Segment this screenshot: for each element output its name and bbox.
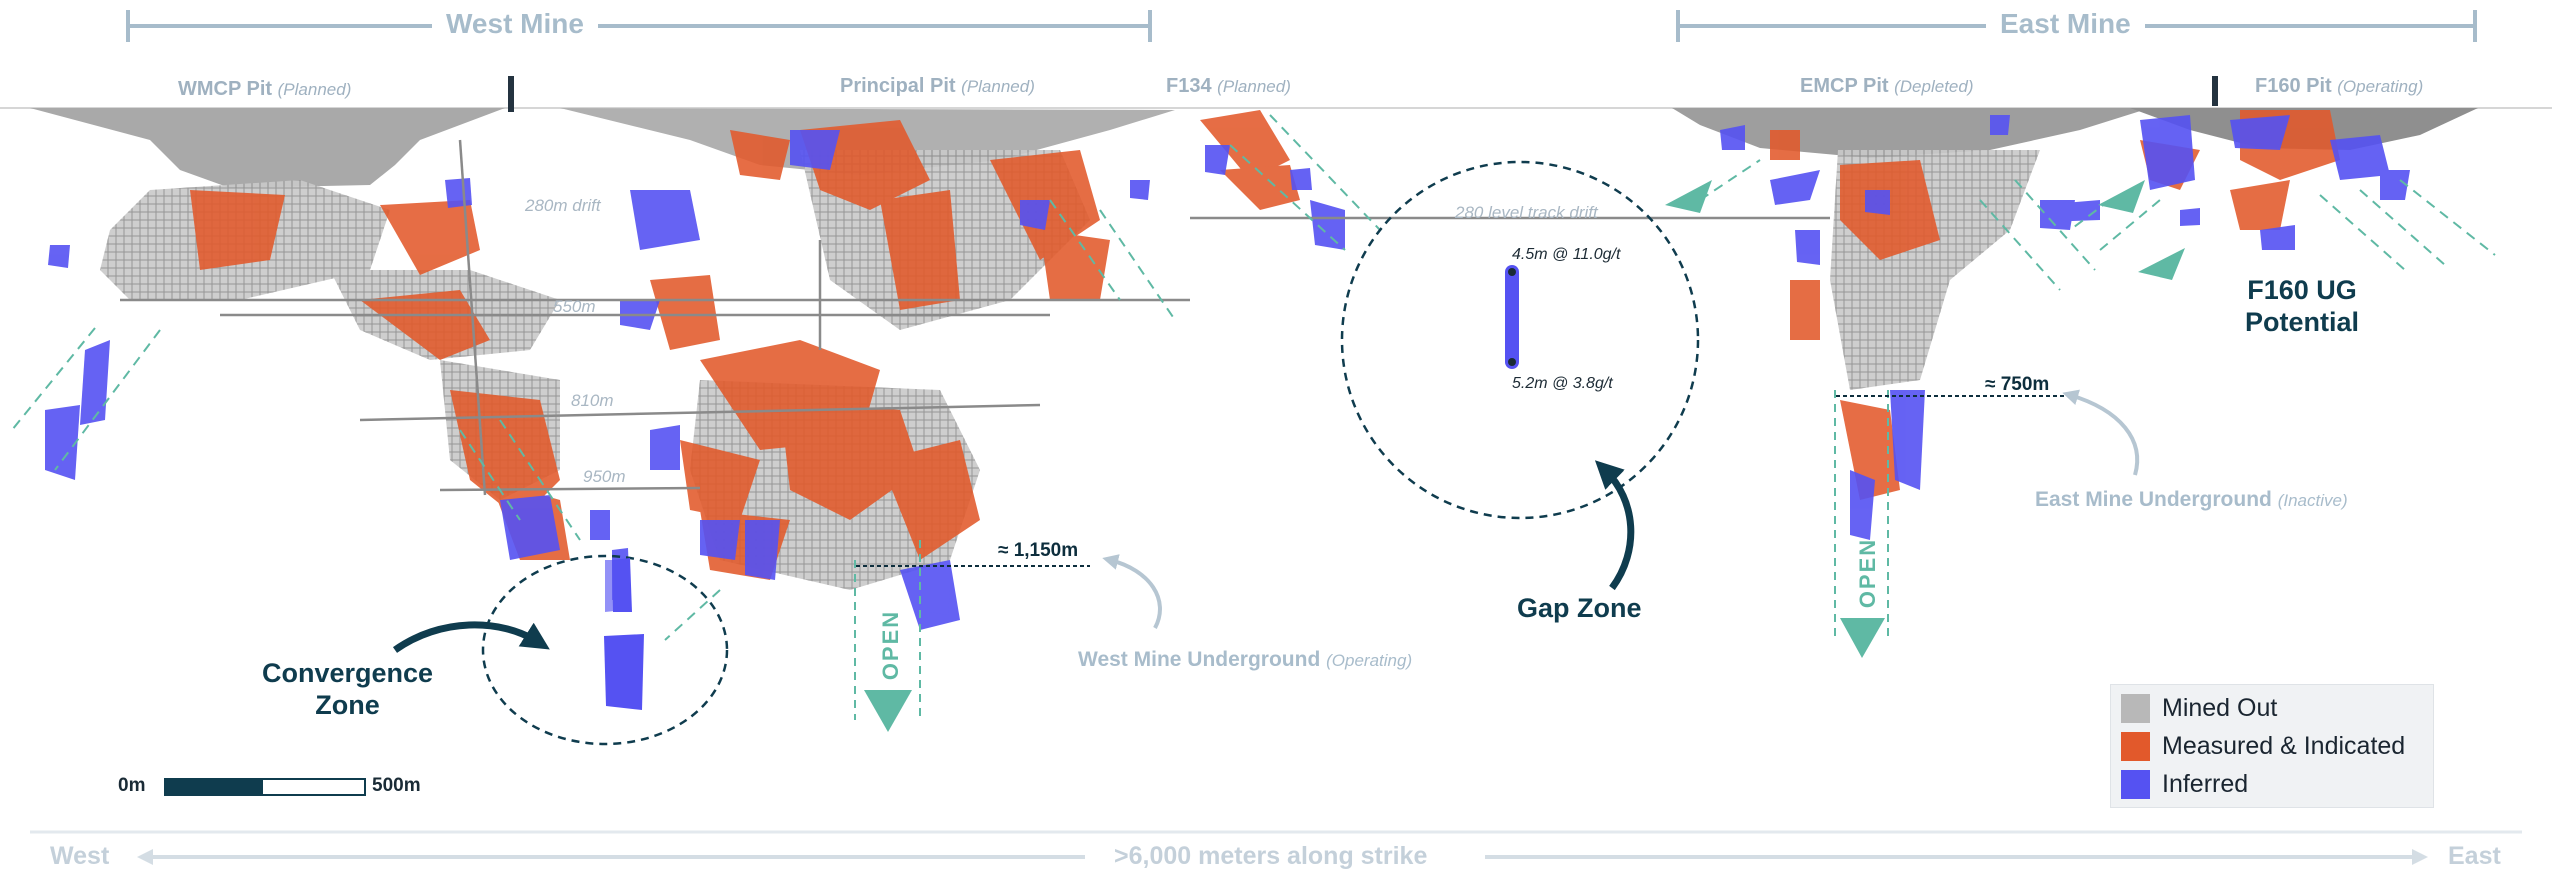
legend-item-inferred: Inferred (2121, 768, 2248, 800)
f160-line2: Potential (2245, 307, 2360, 337)
gap-zone-label: Gap Zone (1517, 593, 1642, 623)
pit-label-emcp: EMCP Pit (Depleted) (1800, 75, 1974, 97)
development-drifts (120, 139, 1830, 496)
headframe-east (2212, 76, 2218, 106)
gap-arrow (1594, 460, 1635, 591)
east-ug-arrow (2062, 389, 2140, 476)
legend-label-mined-out: Mined Out (2162, 693, 2278, 722)
f160-line1: F160 UG (2247, 275, 2357, 305)
pit-label-f160: F160 Pit (Operating) (2255, 75, 2424, 97)
legend-item-mined-out: Mined Out (2121, 692, 2277, 724)
strike-east-label: East (2448, 842, 2501, 870)
gap-drillhole-bottom (1508, 358, 1516, 366)
west-ug-arrow (1102, 554, 1162, 629)
west-underground-label: West Mine Underground (Operating) (1078, 648, 1413, 671)
headframe-west (508, 76, 514, 112)
pit-label-principal: Principal Pit (Planned) (840, 75, 1035, 97)
east-depth-label: ≈ 750m (1985, 374, 2050, 395)
convergence-inferred-block-1 (612, 558, 632, 612)
pit-label-wmcp: WMCP Pit (Planned) (178, 78, 352, 100)
level-label-550: 550m (553, 297, 596, 316)
legend-label-measured-indicated: Measured & Indicated (2162, 731, 2406, 760)
legend-swatch-measured-indicated (2121, 731, 2150, 761)
east-underground-label: East Mine Underground (Inactive) (2035, 488, 2348, 511)
level-label-280-track-drift: 280 level track drift (1455, 203, 1598, 222)
gap-drillhole-top (1508, 268, 1516, 276)
scale-end-label: 500m (372, 775, 421, 796)
strike-arrows (30, 830, 2522, 865)
scale-bar (164, 778, 366, 796)
legend-swatch-mined-out (2121, 693, 2150, 723)
gap-zone-circle (1340, 160, 1700, 520)
convergence-zone-line2: Zone (315, 690, 380, 720)
east-open-shaft (1834, 390, 1889, 658)
convergence-inferred-block-2 (604, 634, 644, 710)
convergence-zone-circle (481, 554, 729, 746)
pit-label-f134: F134 (Planned) (1166, 75, 1291, 97)
west-open-shaft (854, 540, 921, 732)
legend-item-measured-indicated: Measured & Indicated (2121, 730, 2405, 762)
trend-lines (11, 114, 2496, 641)
legend: Mined Out Measured & Indicated Inferred (2110, 684, 2434, 808)
f160-ug-potential-label: F160 UG Potential (2245, 274, 2359, 338)
west-open-label: OPEN (878, 609, 904, 681)
inferred-zones (45, 115, 2410, 630)
gap-intercept-lower: 5.2m @ 3.8g/t (1512, 375, 1613, 392)
strike-length-label: >6,000 meters along strike (1096, 842, 1446, 871)
convergence-zone-label: Convergence Zone (262, 657, 433, 721)
legend-label-inferred: Inferred (2162, 769, 2249, 798)
legend-swatch-inferred (2121, 769, 2150, 799)
trend-arrowheads (1665, 180, 2185, 280)
east-open-label: OPEN (1855, 537, 1881, 609)
convergence-arrow (392, 621, 550, 653)
east-mine-title: East Mine (1986, 8, 2145, 40)
level-label-810: 810m (571, 391, 614, 410)
west-depth-label: ≈ 1,150m (998, 540, 1079, 561)
convergence-zone-line1: Convergence (262, 658, 434, 688)
gap-intercept-upper: 4.5m @ 11.0g/t (1512, 246, 1621, 263)
scale-start-label: 0m (118, 775, 146, 796)
level-label-280-drift: 280m drift (525, 196, 601, 215)
west-mine-title: West Mine (432, 8, 598, 40)
level-label-950: 950m (583, 467, 626, 486)
wmcp-pit-shell (30, 108, 505, 188)
strike-west-label: West (50, 842, 110, 870)
west-mine-bracket (126, 10, 1152, 42)
